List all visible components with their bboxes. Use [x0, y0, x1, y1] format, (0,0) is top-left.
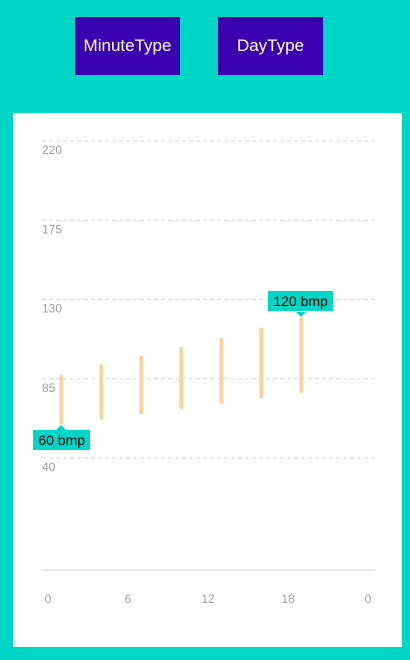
y-tick-label: 220: [42, 143, 62, 157]
day-type-button[interactable]: DayType: [218, 17, 323, 75]
x-tick-label: 18: [281, 592, 295, 606]
x-tick-label: 0: [365, 592, 372, 606]
x-tick-label: 0: [45, 592, 52, 606]
min-value-tooltip: 60 bmp: [33, 429, 91, 450]
max-value-tooltip: 120 bmp: [268, 290, 333, 311]
y-tick-label: 175: [42, 222, 62, 236]
x-tick-label: 12: [201, 592, 215, 606]
min-tooltip-pointer: [56, 424, 67, 430]
y-tick-label: 40: [42, 460, 56, 474]
x-tick-label: 6: [125, 592, 132, 606]
minute-type-button[interactable]: MinuteType: [75, 17, 180, 75]
heart-rate-range-chart: 220 175 130 85 40 0 6 12 18 0: [42, 140, 375, 606]
max-tooltip-pointer: [296, 311, 307, 317]
y-tick-label: 85: [42, 381, 56, 395]
heart-rate-chart-card: 220 175 130 85 40 0 6 12 18 0 60 bmp 120 bmp: [13, 113, 402, 647]
y-tick-label: 130: [42, 302, 62, 316]
